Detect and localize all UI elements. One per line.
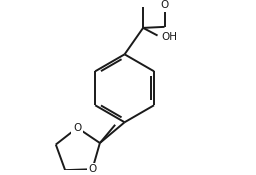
Text: O: O — [88, 164, 97, 174]
Text: O: O — [73, 123, 81, 133]
Text: O: O — [161, 1, 169, 10]
Text: OH: OH — [162, 32, 178, 42]
